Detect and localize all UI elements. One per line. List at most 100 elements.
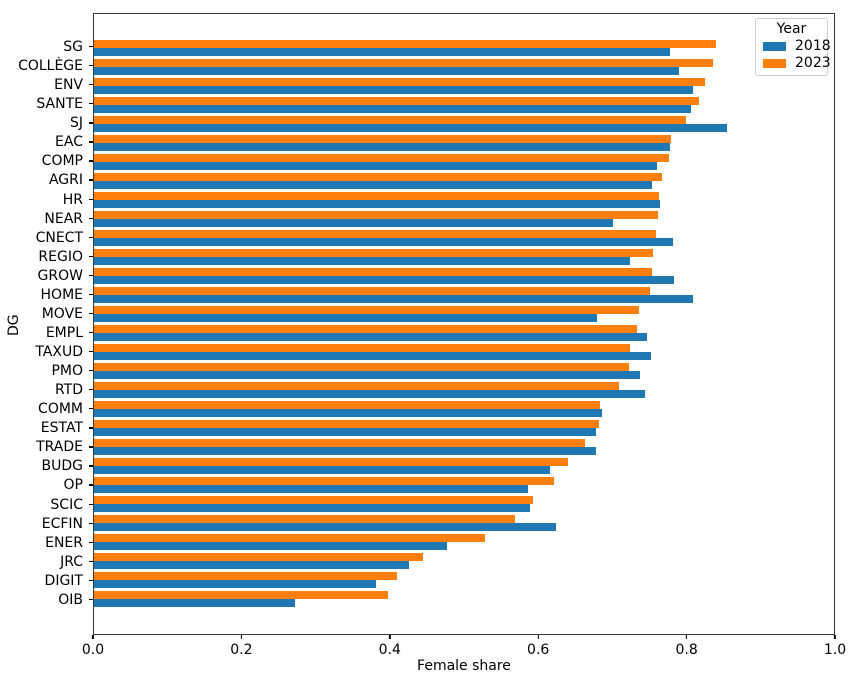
y-tick-label-EMPL: EMPL [45,324,83,341]
y-tick-mark [89,179,93,181]
bar-AGRI-2018 [94,181,652,189]
y-tick-label-NEAR: NEAR [44,210,83,227]
y-tick-NEAR: NEAR [0,211,93,227]
bar-group-PMO [94,363,834,379]
x-axis-ticks: 0.0 0.2 0.4 0.6 0.8 1.0 [82,635,846,661]
bar-TAXUD-2023 [94,344,630,352]
x-tick-label: 0.6 [527,642,550,658]
y-tick-COMP: COMP [0,153,93,169]
plot-area [93,13,835,635]
bar-JRC-2023 [94,553,424,561]
y-tick-ECFIN: ECFIN [0,516,93,532]
y-tick-label-AGRI: AGRI [48,172,83,189]
y-tick-mark [89,389,93,391]
bar-DIGIT-2023 [94,572,397,580]
y-tick-MOVE: MOVE [0,306,93,322]
y-tick-mark [89,293,93,296]
x-tick-0.2: 0.2 [230,635,253,658]
x-tick-label: 0.8 [675,642,698,658]
bar-group-TRADE [94,439,834,455]
y-tick-label-HOME: HOME [40,286,83,303]
y-tick-label-ESTAT: ESTAT [40,420,83,437]
bar-SANTE-2018 [94,105,692,113]
bar-ENER-2023 [94,534,485,542]
bar-COMP-2023 [94,154,669,162]
y-tick-ENV: ENV [0,77,93,93]
y-tick-mark [89,141,93,143]
bar-GROW-2023 [94,268,652,276]
y-tick-REGIO: REGIO [0,249,93,265]
y-tick-ENER: ENER [0,535,93,551]
bar-ENV-2023 [94,78,705,86]
bar-group-REGIO [94,249,834,265]
bar-REGIO-2023 [94,249,653,257]
y-tick-mark [89,522,93,524]
bar-EMPL-2023 [94,325,638,333]
y-tick-AGRI: AGRI [0,172,93,188]
legend-title: Year [776,21,807,37]
bar-group-EMPL [94,325,834,341]
bar-HR-2018 [94,200,661,208]
y-tick-label-EAC: EAC [55,134,83,151]
bar-group-BUDG [94,458,834,474]
y-tick-mark [89,46,93,48]
x-axis-label: Female share [417,658,511,674]
y-tick-mark [89,255,93,257]
y-tick-mark [89,331,93,334]
y-tick-PMO: PMO [0,363,93,379]
bar-TRADE-2018 [94,447,596,455]
y-tick-ESTAT: ESTAT [0,420,93,436]
bar-group-SANTE [94,97,834,113]
y-tick-label-ENER: ENER [45,534,83,551]
bar-group-OP [94,477,834,493]
y-tick-label-PMO: PMO [51,363,83,380]
y-tick-label-BUDG: BUDG [41,458,83,475]
x-tick-mark [389,635,391,639]
y-tick-SJ: SJ [0,115,93,131]
bar-group-CNECT [94,230,834,246]
x-tick-mark [685,635,688,639]
legend: Year 2018 2023 [755,18,831,76]
bars-area [94,14,834,634]
bar-CNECT-2023 [94,230,657,238]
y-tick-mark [89,103,93,105]
bar-OP-2023 [94,477,554,485]
y-tick-mark [89,465,93,467]
x-tick-label: 0.0 [81,642,105,658]
bar-COMP-2018 [94,162,658,170]
y-tick-EAC: EAC [0,134,93,150]
y-tick-GROW: GROW [0,268,93,284]
x-tick-1.0: 1.0 [824,635,846,658]
y-tick-mark [89,560,93,562]
x-tick-mark [834,635,836,639]
bar-RTD-2023 [94,382,619,390]
bar-group-NEAR [94,211,834,227]
bar-group-AGRI [94,173,834,189]
bar-DIGIT-2018 [94,580,376,588]
y-tick-mark [89,408,93,410]
bar-TAXUD-2018 [94,352,652,360]
bar-group-TAXUD [94,344,834,360]
y-tick-TRADE: TRADE [0,439,93,455]
bar-COMM-2023 [94,401,601,409]
bar-BUDG-2023 [94,458,568,466]
y-tick-OIB: OIB [0,592,93,608]
x-tick-mark [537,635,539,639]
x-tick-0.8: 0.8 [675,635,698,658]
bar-SCIC-2018 [94,504,530,512]
y-tick-CNECT: CNECT [0,230,93,246]
y-tick-label-TAXUD: TAXUD [35,344,83,360]
y-tick-mark [89,370,93,372]
y-tick-HOME: HOME [0,287,93,303]
bar-ENER-2018 [94,542,447,550]
y-tick-label-COLLÈGE: COLLÈGE [18,58,83,75]
bar-COMM-2018 [94,409,602,417]
bar-HR-2023 [94,192,659,200]
y-tick-mark [89,274,93,277]
y-tick-COMM: COMM [0,401,93,417]
bar-group-ENV [94,78,834,94]
y-tick-mark [89,217,93,219]
y-tick-mark [89,541,93,543]
bar-group-ECFIN [94,515,834,531]
